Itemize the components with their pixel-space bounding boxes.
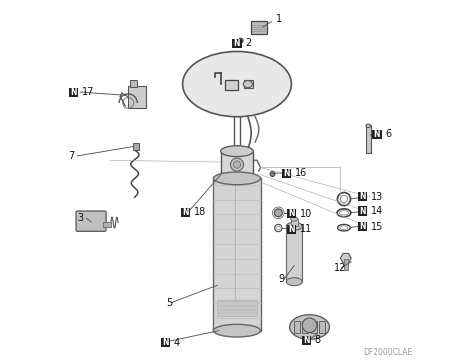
FancyBboxPatch shape [226,80,238,90]
FancyBboxPatch shape [373,130,382,139]
FancyBboxPatch shape [287,209,296,218]
Circle shape [238,38,243,43]
Text: 1: 1 [276,14,283,24]
FancyBboxPatch shape [244,80,253,88]
FancyBboxPatch shape [291,219,298,226]
Text: N: N [162,338,168,347]
Text: 16: 16 [294,168,307,178]
Text: N: N [303,336,310,345]
Text: N: N [283,169,290,178]
Text: N: N [289,209,295,218]
FancyBboxPatch shape [293,321,300,333]
Text: 15: 15 [371,222,383,232]
Ellipse shape [291,217,298,221]
Text: N: N [360,206,366,215]
Circle shape [270,171,275,177]
FancyBboxPatch shape [319,321,326,333]
Circle shape [274,209,283,217]
FancyBboxPatch shape [358,206,367,215]
FancyBboxPatch shape [282,169,291,178]
Circle shape [302,318,317,332]
FancyBboxPatch shape [217,300,257,316]
FancyBboxPatch shape [130,80,137,87]
Text: 3: 3 [77,213,83,222]
Ellipse shape [243,80,253,88]
Text: 8: 8 [315,335,321,345]
FancyBboxPatch shape [358,222,367,231]
Text: N: N [374,130,380,139]
FancyBboxPatch shape [103,222,111,227]
Text: N: N [289,225,295,234]
Text: 10: 10 [300,209,312,219]
Ellipse shape [221,146,253,157]
FancyBboxPatch shape [358,192,367,201]
Ellipse shape [221,173,253,184]
FancyBboxPatch shape [251,21,267,34]
Polygon shape [340,253,351,263]
Circle shape [230,158,244,171]
FancyBboxPatch shape [286,226,302,282]
Ellipse shape [213,172,261,185]
Text: N: N [360,192,366,201]
Text: 2: 2 [245,39,251,48]
Text: 14: 14 [371,206,383,216]
Ellipse shape [290,315,329,339]
Text: N: N [360,222,366,231]
Ellipse shape [182,51,292,117]
FancyBboxPatch shape [69,88,78,97]
Text: 5: 5 [166,298,173,308]
FancyBboxPatch shape [366,126,371,153]
FancyBboxPatch shape [181,207,190,217]
FancyBboxPatch shape [302,321,309,333]
Text: 6: 6 [385,129,391,139]
FancyBboxPatch shape [161,338,170,347]
FancyBboxPatch shape [232,39,242,48]
Text: 4: 4 [173,338,180,348]
Text: 7: 7 [68,151,74,161]
FancyBboxPatch shape [344,259,348,270]
Text: DF2000CLAE: DF2000CLAE [364,348,413,357]
Text: 12: 12 [334,262,346,273]
FancyBboxPatch shape [302,336,311,345]
Text: 18: 18 [194,207,206,217]
FancyBboxPatch shape [287,225,296,234]
Text: 17: 17 [82,87,94,98]
Text: N: N [234,39,240,48]
FancyBboxPatch shape [128,86,146,108]
Text: 13: 13 [371,191,383,202]
Ellipse shape [286,222,302,230]
Text: N: N [71,88,77,97]
FancyBboxPatch shape [133,143,139,150]
Ellipse shape [286,278,302,286]
Text: 9: 9 [278,274,284,284]
FancyBboxPatch shape [213,178,261,331]
FancyBboxPatch shape [76,211,106,231]
Circle shape [233,161,241,168]
Text: N: N [182,207,189,217]
Ellipse shape [366,124,371,128]
FancyBboxPatch shape [310,321,317,333]
FancyBboxPatch shape [221,151,253,178]
Ellipse shape [213,324,261,337]
Text: 11: 11 [300,224,312,234]
